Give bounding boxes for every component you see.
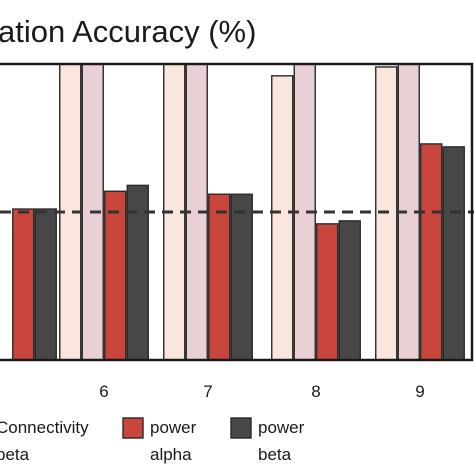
bar-s2-c1 <box>104 190 127 361</box>
legend-label: power <box>258 418 305 437</box>
x-tick-label: 9 <box>415 382 424 401</box>
legend: Connectivity beta power alpha power beta <box>0 417 305 464</box>
x-tick-label: 6 <box>99 382 108 401</box>
legend-item-1: power alpha <box>122 417 197 464</box>
bar-s3-c2 <box>230 193 253 361</box>
legend-item-2: power beta <box>230 417 305 464</box>
x-tick-label: 8 <box>311 382 320 401</box>
legend-label: power <box>150 418 197 437</box>
legend-item-0: Connectivity beta <box>0 418 89 464</box>
legend-label: beta <box>0 445 30 464</box>
legend-swatch <box>122 417 144 439</box>
bar-s3-c4 <box>442 146 465 361</box>
plot-frame <box>0 62 474 362</box>
bar-s3-c3 <box>338 220 361 361</box>
bar-s2-c4 <box>420 143 443 361</box>
bar-s0-c3 <box>271 75 294 361</box>
legend-label: beta <box>258 445 292 464</box>
x-tick-labels: 6 7 8 9 <box>99 382 424 401</box>
x-tick-label: 7 <box>203 382 212 401</box>
legend-label: alpha <box>150 445 192 464</box>
bar-s2-c3 <box>316 223 339 361</box>
bar-s2-c0 <box>12 208 35 361</box>
chart-title: ation Accuracy (%) <box>0 14 256 49</box>
bar-s3-c0 <box>34 208 57 361</box>
legend-label: Connectivity <box>0 418 89 437</box>
legend-swatch <box>230 417 252 439</box>
bar-s2-c2 <box>208 193 231 361</box>
